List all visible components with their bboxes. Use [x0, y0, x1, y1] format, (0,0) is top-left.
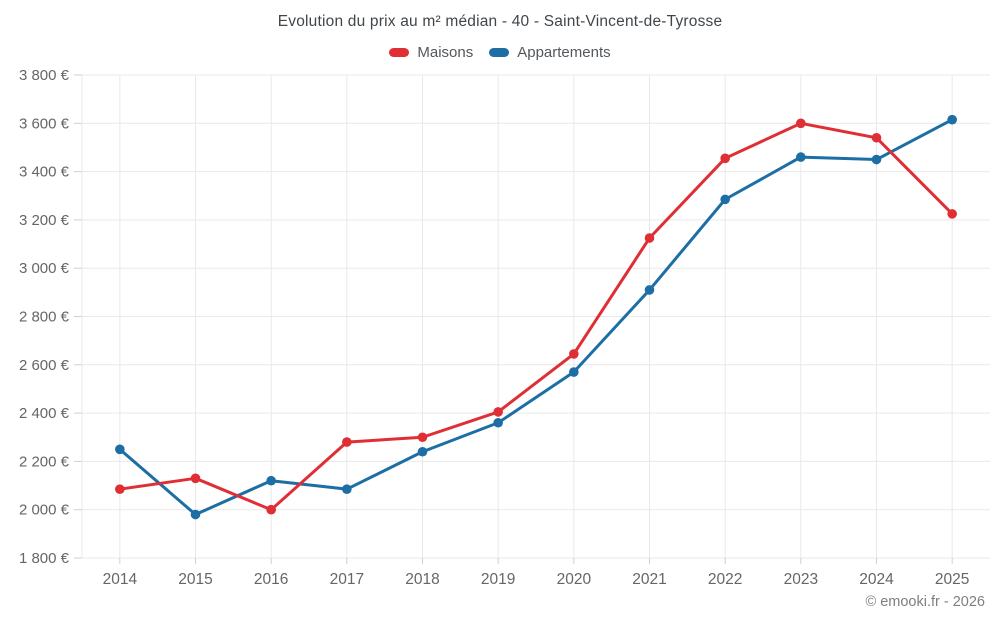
data-point-appartements-2014[interactable] — [115, 444, 125, 455]
y-tick-label: 1 800 € — [19, 550, 70, 567]
x-tick-label: 2021 — [632, 571, 666, 588]
chart-title: Evolution du prix au m² médian - 40 - Sa… — [277, 13, 723, 30]
copyright: © emooki.fr - 2026 — [865, 594, 985, 610]
x-tick-label: 2020 — [557, 571, 592, 588]
x-tick-label: 2023 — [784, 571, 818, 588]
data-point-appartements-2019[interactable] — [493, 417, 503, 428]
data-point-maisons-2021[interactable] — [644, 233, 655, 243]
y-tick-label: 2 400 € — [19, 405, 70, 422]
data-point-maisons-2018[interactable] — [417, 432, 428, 443]
y-tick-label: 3 200 € — [19, 212, 70, 229]
data-point-maisons-2020[interactable] — [569, 349, 579, 359]
x-tick-label: 2015 — [178, 571, 212, 588]
appartements-series-swatch-icon — [489, 48, 510, 57]
x-tick-label: 2016 — [254, 571, 288, 588]
data-point-appartements-2023[interactable] — [796, 152, 806, 162]
data-point-appartements-2021[interactable] — [644, 285, 655, 295]
maisons-series-swatch-icon — [389, 48, 410, 57]
legend-label-appartements: Appartements — [517, 44, 611, 61]
x-tick-label: 2018 — [405, 571, 439, 588]
y-tick-label: 2 800 € — [19, 309, 70, 326]
legend-item-appartements[interactable]: Appartements — [489, 44, 611, 61]
series-line-appartements — [118, 118, 954, 517]
x-tick-label: 2014 — [103, 571, 138, 588]
data-point-maisons-2014[interactable] — [115, 484, 125, 494]
y-tick-label: 3 400 € — [19, 164, 70, 181]
data-point-appartements-2016[interactable] — [266, 475, 276, 486]
data-point-maisons-2024[interactable] — [871, 132, 882, 143]
y-tick-label: 2 000 € — [19, 502, 70, 519]
data-point-maisons-2022[interactable] — [720, 153, 730, 164]
x-tick-label: 2017 — [330, 571, 364, 588]
y-tick-label: 3 000 € — [19, 260, 70, 277]
data-point-maisons-2019[interactable] — [493, 407, 503, 417]
data-point-maisons-2015[interactable] — [190, 473, 201, 484]
data-point-maisons-2016[interactable] — [266, 504, 276, 515]
y-tick-label: 3 600 € — [19, 115, 70, 132]
data-point-appartements-2017[interactable] — [342, 484, 352, 494]
data-point-maisons-2023[interactable] — [796, 118, 806, 129]
data-point-maisons-2017[interactable] — [342, 437, 352, 447]
legend: Maisons Appartements — [0, 44, 1000, 61]
data-point-appartements-2020[interactable] — [569, 367, 579, 377]
x-tick-label: 2025 — [935, 571, 969, 588]
data-point-appartements-2022[interactable] — [720, 194, 730, 205]
data-point-appartements-2015[interactable] — [190, 509, 201, 520]
data-point-maisons-2025[interactable] — [947, 209, 957, 219]
legend-label-maisons: Maisons — [417, 44, 474, 61]
data-point-appartements-2025[interactable] — [947, 114, 957, 125]
legend-item-maisons[interactable]: Maisons — [389, 44, 473, 61]
data-point-appartements-2018[interactable] — [417, 446, 428, 457]
series-line-maisons — [118, 121, 954, 512]
y-tick-label: 2 600 € — [19, 357, 70, 374]
y-tick-label: 3 800 € — [19, 67, 70, 84]
x-tick-label: 2024 — [859, 571, 894, 588]
data-point-appartements-2024[interactable] — [871, 154, 882, 165]
x-tick-label: 2019 — [481, 571, 515, 588]
x-tick-label: 2022 — [708, 571, 742, 588]
y-tick-label: 2 200 € — [19, 453, 70, 470]
